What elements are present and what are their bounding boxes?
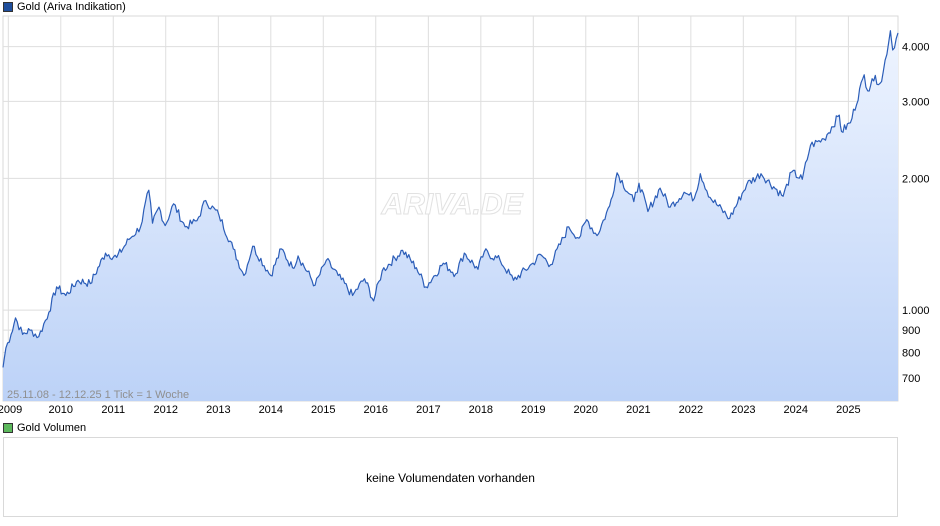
x-tick-label: 2013: [206, 404, 230, 416]
series-area-fill: [3, 30, 898, 401]
x-tick-label: 2023: [731, 404, 755, 416]
legend-volume-swatch: [3, 423, 13, 433]
y-tick-label: 3.000: [902, 96, 930, 108]
x-tick-label: 2019: [521, 404, 545, 416]
x-tick-label: 2022: [679, 404, 703, 416]
volume-panel: keine Volumendaten vorhanden: [3, 437, 898, 517]
x-tick-label: 2012: [153, 404, 177, 416]
legend-price: Gold (Ariva Indikation): [3, 0, 126, 14]
x-tick-label: 2010: [49, 404, 73, 416]
x-tick-label: 2014: [259, 404, 283, 416]
volume-empty-message: keine Volumendaten vorhanden: [366, 471, 535, 485]
y-tick-label: 1.000: [902, 305, 930, 317]
x-tick-label: 2016: [364, 404, 388, 416]
legend-volume: Gold Volumen: [3, 421, 86, 435]
price-chart: ARIVA.DE 25.11.08 - 12.12.25 1 Tick = 1 …: [0, 15, 930, 416]
y-tick-label: 900: [902, 325, 920, 337]
y-tick-label: 800: [902, 348, 920, 360]
x-tick-label: 2024: [784, 404, 808, 416]
legend-price-label: Gold (Ariva Indikation): [17, 1, 126, 13]
x-axis: 2009 2010 2011 2012 2013 2014 2015 2016 2017 2018…: [0, 404, 861, 416]
x-tick-label: 2009: [0, 404, 22, 416]
x-tick-label: 2020: [574, 404, 598, 416]
x-tick-label: 2011: [101, 404, 125, 416]
y-tick-label: 4.000: [902, 42, 930, 54]
y-axis: 700 800 900 1.000 2.000 3.000 4.000: [902, 42, 930, 385]
series-gold: [2, 30, 899, 401]
watermark: ARIVA.DE: [380, 188, 523, 221]
legend-price-swatch: [3, 2, 13, 12]
x-tick-label: 2021: [626, 404, 650, 416]
x-tick-label: 2015: [311, 404, 335, 416]
x-tick-label: 2017: [416, 404, 440, 416]
y-tick-label: 2.000: [902, 173, 930, 185]
legend-volume-label: Gold Volumen: [17, 422, 87, 434]
range-info: 25.11.08 - 12.12.25 1 Tick = 1 Woche: [7, 389, 189, 401]
x-tick-label: 2025: [836, 404, 860, 416]
series-line: [2, 30, 899, 368]
x-tick-label: 2018: [469, 404, 493, 416]
y-tick-label: 700: [902, 373, 920, 385]
